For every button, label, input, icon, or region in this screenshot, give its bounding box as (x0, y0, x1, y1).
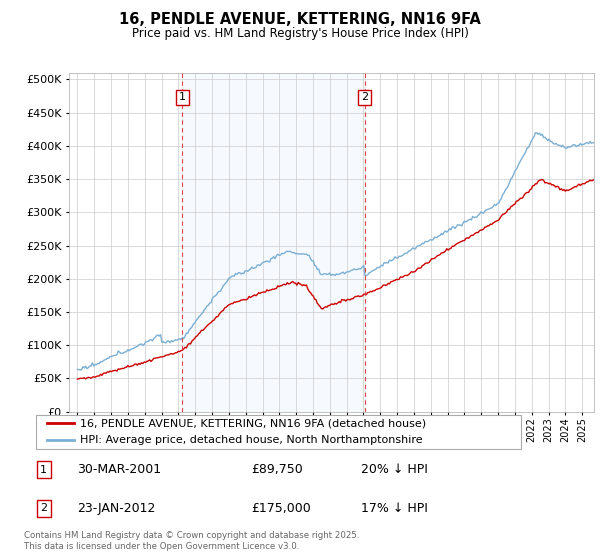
Text: Contains HM Land Registry data © Crown copyright and database right 2025.
This d: Contains HM Land Registry data © Crown c… (23, 531, 359, 551)
Text: 17% ↓ HPI: 17% ↓ HPI (361, 502, 428, 515)
Text: 30-MAR-2001: 30-MAR-2001 (77, 463, 161, 476)
Text: 2: 2 (40, 503, 47, 513)
Text: 20% ↓ HPI: 20% ↓ HPI (361, 463, 428, 476)
FancyBboxPatch shape (35, 414, 521, 449)
Text: 1: 1 (40, 465, 47, 475)
Bar (182, 73, 365, 412)
Text: 23-JAN-2012: 23-JAN-2012 (77, 502, 155, 515)
Text: 16, PENDLE AVENUE, KETTERING, NN16 9FA: 16, PENDLE AVENUE, KETTERING, NN16 9FA (119, 12, 481, 27)
Text: Price paid vs. HM Land Registry's House Price Index (HPI): Price paid vs. HM Land Registry's House … (131, 27, 469, 40)
Text: 1: 1 (179, 92, 186, 102)
Text: £89,750: £89,750 (251, 463, 302, 476)
Text: 2: 2 (361, 92, 368, 102)
Text: HPI: Average price, detached house, North Northamptonshire: HPI: Average price, detached house, Nort… (80, 435, 422, 445)
Text: £175,000: £175,000 (251, 502, 311, 515)
Text: 16, PENDLE AVENUE, KETTERING, NN16 9FA (detached house): 16, PENDLE AVENUE, KETTERING, NN16 9FA (… (80, 418, 426, 428)
